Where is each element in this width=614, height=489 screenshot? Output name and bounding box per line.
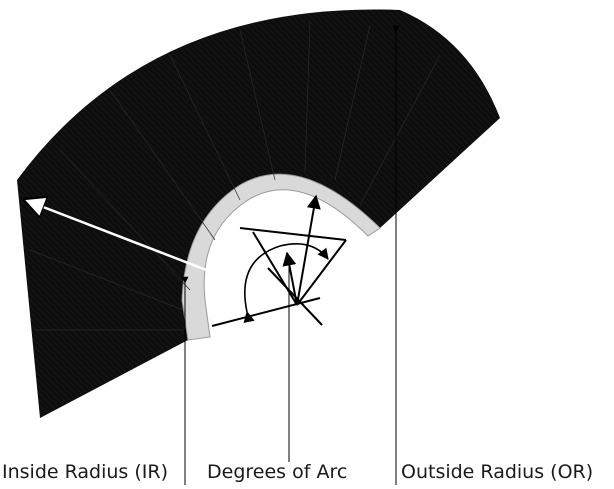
- brush-hub-ring: [181, 173, 381, 341]
- center-arrow-up-right: [296, 194, 321, 306]
- degrees-of-arc-label: Degrees of Arc: [207, 461, 348, 483]
- brush-bristles: [17, 9, 500, 418]
- degrees-arc-curve: [243, 243, 329, 324]
- inside-radius-label: Inside Radius (IR): [2, 461, 168, 483]
- bristle-texture: [29, 21, 441, 331]
- outside-radius-label: Outside Radius (OR): [401, 461, 594, 483]
- arc-construction-lines: [211, 227, 347, 327]
